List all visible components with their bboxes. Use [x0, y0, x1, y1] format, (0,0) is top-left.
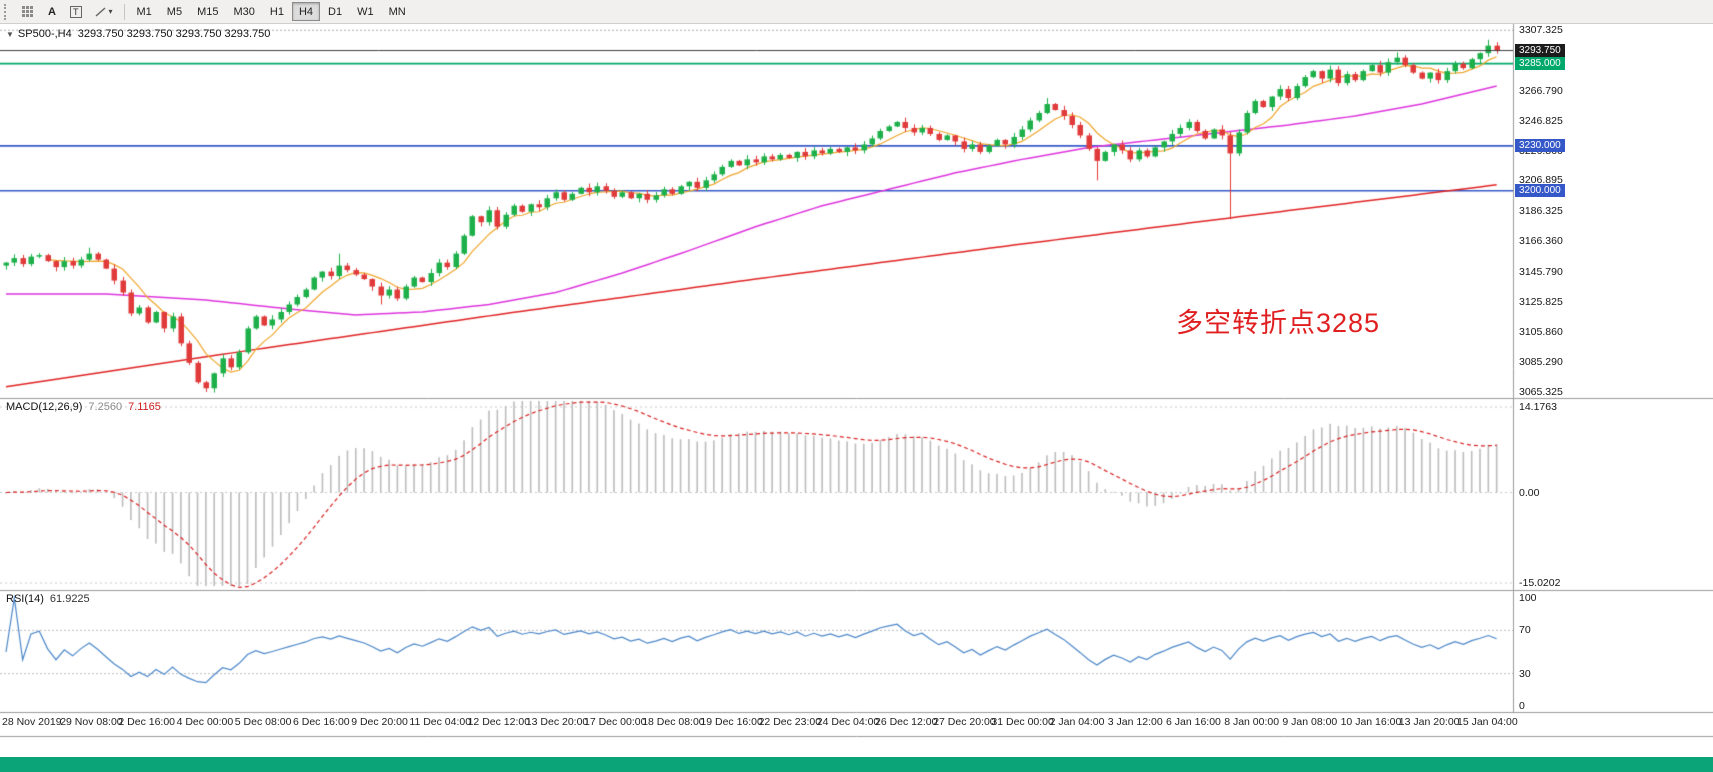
price-tick-label: 3186.325: [1519, 205, 1563, 218]
macd-tick-label: -15.0202: [1519, 577, 1561, 590]
type-tool-button[interactable]: T: [64, 2, 88, 22]
rsi-tick-label: 30: [1519, 667, 1531, 680]
status-strip: [0, 757, 1713, 772]
macd-tick-label: 0.00: [1519, 486, 1540, 499]
price-tick-label: 3166.360: [1519, 235, 1563, 248]
time-axis-label: 18 Dec 08:00: [642, 716, 705, 728]
time-axis-label: 11 Dec 04:00: [409, 716, 472, 728]
toolbar-grip[interactable]: [4, 3, 10, 20]
time-axis-label: 8 Jan 00:00: [1224, 716, 1280, 728]
price-tick-label: 3206.895: [1519, 174, 1563, 187]
timeframe-button-d1[interactable]: D1: [321, 2, 349, 21]
time-axis-label: 13 Jan 20:00: [1398, 716, 1460, 728]
time-axis-label: 2 Dec 16:00: [118, 716, 176, 728]
price-tick-label: 3085.290: [1519, 356, 1563, 369]
timeframe-button-m5[interactable]: M5: [160, 2, 189, 21]
price-tick-label: 3065.325: [1519, 386, 1563, 399]
drawing-tools-dropdown[interactable]: ▾: [89, 2, 119, 22]
grid-icon: [22, 6, 33, 17]
toolbar: A T ▾ M1 M5 M15 M30 H1 H4 D1 W1 MN: [0, 0, 1713, 24]
macd-tick-label: 14.1763: [1519, 401, 1557, 414]
price-tick-label: 3266.790: [1519, 84, 1563, 97]
text-tool-icon: A: [48, 5, 56, 18]
time-axis-label: 5 Dec 08:00: [234, 716, 292, 728]
time-axis-label: 2 Jan 04:00: [1049, 716, 1105, 728]
time-axis-label: 27 Dec 20:00: [933, 716, 996, 728]
rsi-tick-label: 70: [1519, 624, 1531, 637]
text-tool-button[interactable]: A: [41, 2, 63, 22]
time-axis-label: 10 Jan 16:00: [1340, 716, 1402, 728]
price-tick-label: 3246.825: [1519, 114, 1563, 127]
time-axis-label: 4 Dec 00:00: [176, 716, 234, 728]
timeframe-group: M1 M5 M15 M30 H1 H4 D1 W1 MN: [130, 2, 413, 21]
price-tick-label: 3125.825: [1519, 295, 1563, 308]
time-axis-label: 12 Dec 12:00: [467, 716, 531, 728]
hline-price-badge: 3230.000: [1515, 139, 1565, 153]
time-axis-label: 6 Dec 16:00: [293, 716, 350, 728]
time-axis-label: 24 Dec 04:00: [816, 716, 880, 728]
timeframe-button-m15[interactable]: M15: [190, 2, 225, 21]
hline-price-badge: 3285.000: [1515, 57, 1565, 71]
time-axis-label: 26 Dec 12:00: [875, 716, 938, 728]
boxed-t-icon: T: [70, 5, 82, 18]
price-tick-label: 3307.325: [1519, 24, 1563, 37]
time-axis-label: 17 Dec 00:00: [584, 716, 647, 728]
chart-annotation-text[interactable]: 多空转折点3285: [1176, 308, 1381, 338]
timeframe-button-m1[interactable]: M1: [130, 2, 159, 21]
timeframe-button-w1[interactable]: W1: [350, 2, 381, 21]
price-tick-label: 3145.790: [1519, 265, 1563, 278]
time-axis-label: 3 Jan 12:00: [1107, 716, 1163, 728]
time-axis-label: 13 Dec 20:00: [525, 716, 589, 728]
rsi-tick-label: 100: [1519, 592, 1537, 604]
time-axis-label: 15 Jan 04:00: [1457, 716, 1518, 728]
time-axis-label: 28 Nov 2019: [2, 716, 62, 728]
timeframe-button-m30[interactable]: M30: [226, 2, 261, 21]
time-axis-label: 6 Jan 16:00: [1166, 716, 1221, 728]
timeframe-button-mn[interactable]: MN: [382, 2, 413, 21]
time-axis-label: 22 Dec 23:00: [758, 716, 822, 728]
time-axis-label: 9 Dec 20:00: [351, 716, 408, 728]
time-axis-label: 9 Jan 08:00: [1282, 716, 1338, 728]
time-axis-label: 31 Dec 00:00: [991, 716, 1054, 728]
current-price-badge: 3293.750: [1515, 44, 1565, 58]
timeframe-button-h1[interactable]: H1: [263, 2, 291, 21]
time-axis-label: 19 Dec 16:00: [700, 716, 763, 728]
trendline-icon: [95, 6, 105, 17]
caret-down-icon: ▾: [108, 7, 113, 16]
price-tick-label: 3105.860: [1519, 325, 1563, 338]
toolbar-separator: [123, 3, 125, 20]
timeframe-button-h4[interactable]: H4: [291, 2, 321, 21]
price-chart-canvas[interactable]: [0, 24, 1713, 738]
hline-price-badge: 3200.000: [1515, 184, 1565, 198]
time-axis-label: 29 Nov 08:00: [60, 716, 123, 728]
rsi-tick-label: 0: [1519, 700, 1525, 712]
grid-icon-button[interactable]: [15, 2, 40, 22]
